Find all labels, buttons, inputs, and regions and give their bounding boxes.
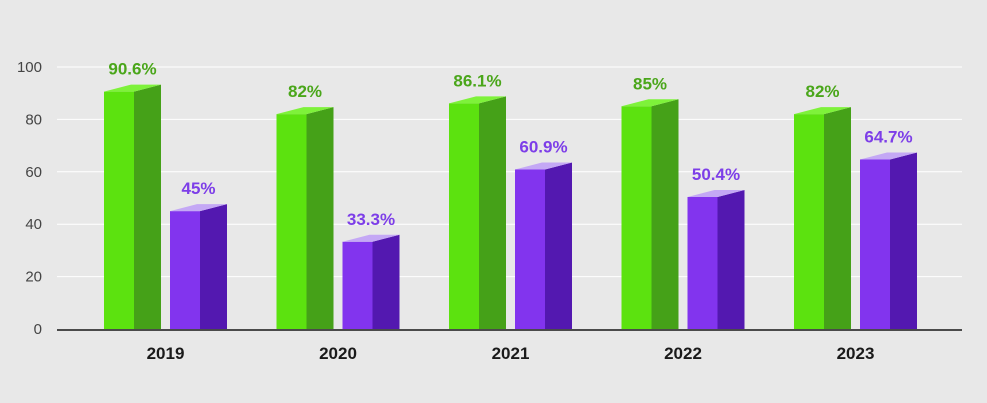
bar-front-2019-s2: [170, 211, 200, 329]
data-labels: 90.6% 45% 82% 33.3% 86.1% 60.9% 85% 50.4% 82% 64.…: [108, 60, 912, 229]
bar-side-2022-s1: [651, 99, 679, 329]
x-axis: 2019 2020 2021 2022 2023: [147, 344, 875, 363]
bar-side-2020-s1: [306, 107, 334, 329]
bar-front-2021-s1: [449, 103, 479, 329]
x-tick-label: 2021: [492, 344, 530, 363]
bar-front-2020-s2: [342, 241, 373, 329]
bar-front-2022-s2: [687, 196, 718, 329]
bar-front-2021-s2: [515, 169, 545, 329]
bar-side-2019-s1: [134, 84, 161, 330]
bar-front-2020-s1: [276, 114, 307, 329]
bar-side-2020-s2: [372, 234, 400, 329]
bar-front-2023-s2: [860, 159, 890, 329]
bar-top-2019-s2: [170, 204, 227, 212]
x-tick-label: 2022: [664, 344, 702, 363]
y-tick-label: 80: [25, 111, 42, 128]
y-tick-label: 0: [34, 321, 42, 338]
data-label-2022-s2: 50.4%: [692, 165, 740, 184]
bar-top-2023-s2: [860, 152, 917, 160]
data-label-2022-s1: 85%: [633, 74, 667, 93]
data-label-2021-s1: 86.1%: [453, 71, 501, 90]
data-label-2019-s1: 90.6%: [108, 60, 156, 79]
bar-top-2019-s1: [104, 84, 161, 92]
y-tick-label: 20: [25, 269, 42, 286]
bar-front-2019-s1: [104, 91, 134, 330]
bar-side-2023-s1: [824, 107, 851, 329]
bar-side-2019-s2: [200, 204, 227, 329]
data-label-2021-s2: 60.9%: [519, 137, 567, 156]
bar-front-2022-s1: [621, 106, 652, 329]
bar-side-2021-s2: [545, 162, 572, 329]
bar-top-2022-s1: [621, 99, 679, 107]
bar-top-2020-s2: [342, 234, 400, 242]
y-tick-label: 40: [25, 216, 42, 233]
bars: [104, 84, 917, 330]
x-tick-label: 2020: [319, 344, 357, 363]
bar-top-2021-s2: [515, 162, 572, 170]
bar-top-2023-s1: [794, 107, 851, 115]
x-tick-label: 2019: [147, 344, 185, 363]
y-tick-label: 60: [25, 164, 42, 181]
bar-side-2023-s2: [890, 152, 917, 329]
bar-top-2022-s2: [687, 189, 745, 197]
data-label-2019-s2: 45%: [181, 179, 215, 198]
x-tick-label: 2023: [837, 344, 875, 363]
data-label-2020-s1: 82%: [288, 82, 322, 101]
data-label-2023-s1: 82%: [805, 82, 839, 101]
bar-side-2021-s1: [479, 96, 506, 329]
bar-top-2021-s1: [449, 96, 506, 104]
data-label-2020-s2: 33.3%: [347, 210, 395, 229]
bar-top-2020-s1: [276, 107, 334, 115]
data-label-2023-s2: 64.7%: [864, 127, 912, 146]
y-axis: 0 20 40 60 80 100: [17, 59, 42, 338]
bar-front-2023-s1: [794, 114, 824, 329]
y-tick-label: 100: [17, 59, 42, 76]
bar-side-2022-s2: [717, 189, 745, 329]
